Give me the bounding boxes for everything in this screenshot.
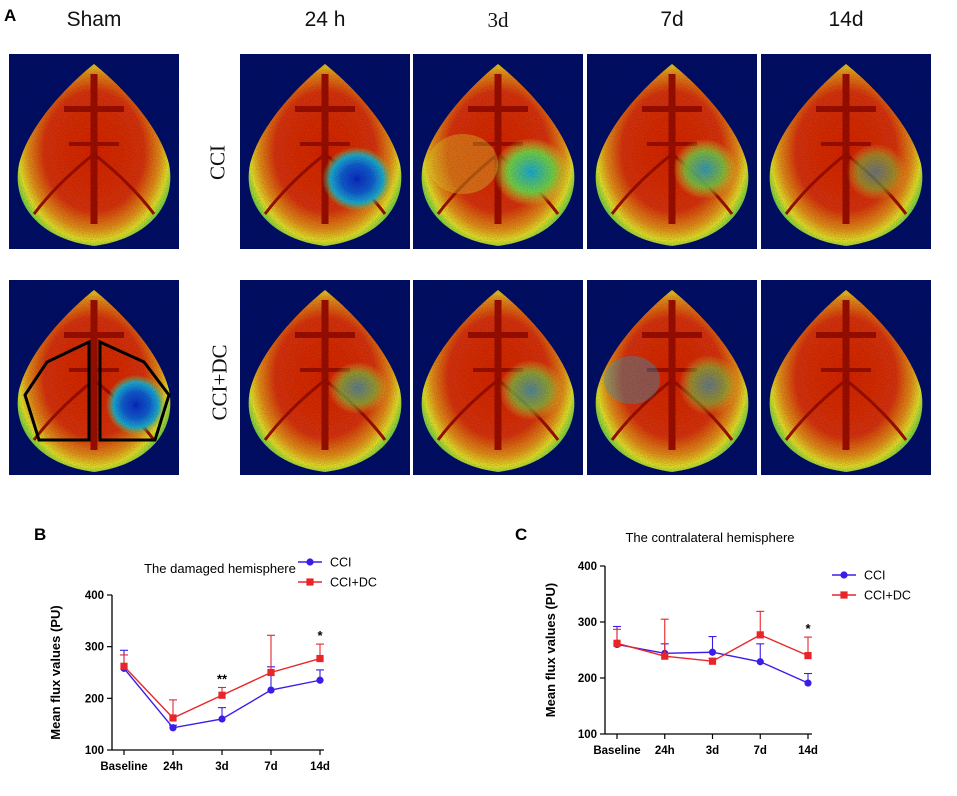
column-header-3d: 3d	[487, 8, 509, 32]
x-tick-label: 3d	[706, 745, 719, 757]
data-point	[708, 657, 717, 665]
speckle-image-sham-top	[9, 54, 179, 249]
x-tick-label: 7d	[264, 761, 277, 773]
chart-title: The damaged hemisphere	[144, 561, 296, 576]
x-tick-label: 24h	[655, 745, 675, 757]
speckle-image-cci-3d	[413, 54, 583, 249]
speckle-image-cci-24h	[240, 54, 410, 249]
data-point	[120, 662, 128, 670]
data-point	[804, 679, 812, 687]
significance-marker: **	[217, 671, 228, 686]
data-point	[756, 631, 764, 639]
column-header-7d: 7d	[660, 8, 684, 31]
data-point	[218, 691, 226, 699]
row-label-cci-dc: CCI+DC	[207, 344, 232, 421]
y-tick-label: 200	[578, 673, 597, 685]
legend-marker	[306, 578, 314, 586]
legend-label: CCI	[864, 569, 886, 583]
x-tick-label: 3d	[215, 761, 228, 773]
legend-marker	[306, 558, 314, 566]
y-tick-label: 400	[578, 561, 597, 573]
x-tick-label: Baseline	[100, 761, 147, 773]
speckle-image-dc-24h	[240, 280, 410, 475]
data-point	[613, 639, 621, 647]
column-header-sham: Sham	[66, 8, 122, 31]
y-tick-label: 400	[85, 590, 104, 602]
x-tick-label: Baseline	[593, 745, 640, 757]
significance-marker: *	[317, 628, 323, 643]
speckle-image-dc-7d	[587, 280, 757, 475]
data-point	[169, 714, 177, 722]
y-tick-label: 300	[85, 642, 104, 654]
y-tick-label: 200	[85, 693, 104, 705]
row-label-cci: CCI	[205, 145, 230, 181]
column-header-14d: 14d	[828, 8, 864, 31]
y-axis-label: Mean flux values (PU)	[543, 583, 558, 717]
data-point	[661, 652, 669, 660]
column-header-24h: 24 h	[304, 8, 346, 31]
legend-label: CCI	[330, 556, 352, 570]
x-tick-label: 14d	[310, 761, 330, 773]
chart-contralateral-hemisphere: The contralateral hemisphere 100 200 300 400…	[543, 530, 911, 757]
data-point	[804, 652, 812, 660]
significance-marker: *	[805, 621, 811, 636]
data-point	[267, 686, 275, 694]
panel-label-a: A	[4, 6, 17, 25]
data-point	[316, 676, 324, 684]
data-point	[218, 715, 226, 723]
data-point	[756, 658, 764, 666]
data-point	[267, 668, 275, 677]
y-tick-label: 100	[578, 729, 597, 741]
legend-marker	[840, 591, 848, 599]
y-axis-label: Mean flux values (PU)	[48, 605, 63, 739]
data-point	[316, 654, 324, 663]
x-tick-label: 14d	[798, 745, 818, 757]
speckle-image-dc-3d	[413, 280, 583, 475]
data-point	[169, 724, 177, 732]
speckle-image-sham-roi	[9, 280, 179, 475]
speckle-image-dc-14d	[761, 280, 931, 475]
legend-label: CCI+DC	[864, 589, 911, 603]
y-tick-label: 100	[85, 745, 104, 757]
speckle-image-cci-14d	[761, 54, 931, 249]
x-tick-label: 24h	[163, 761, 183, 773]
chart-title: The contralateral hemisphere	[625, 530, 794, 545]
panel-label-b: B	[34, 525, 47, 544]
x-tick-label: 7d	[754, 745, 767, 757]
roi-right-outline	[98, 339, 171, 442]
chart-damaged-hemisphere: The damaged hemisphere 100 200 300 400 Baseli…	[48, 556, 377, 774]
legend-label: CCI+DC	[330, 576, 377, 590]
legend-marker	[840, 571, 848, 579]
roi-left-outline	[23, 339, 91, 442]
y-tick-label: 300	[578, 617, 597, 629]
panel-label-c: C	[515, 525, 528, 544]
data-point	[708, 648, 717, 656]
speckle-image-cci-7d	[587, 54, 757, 249]
